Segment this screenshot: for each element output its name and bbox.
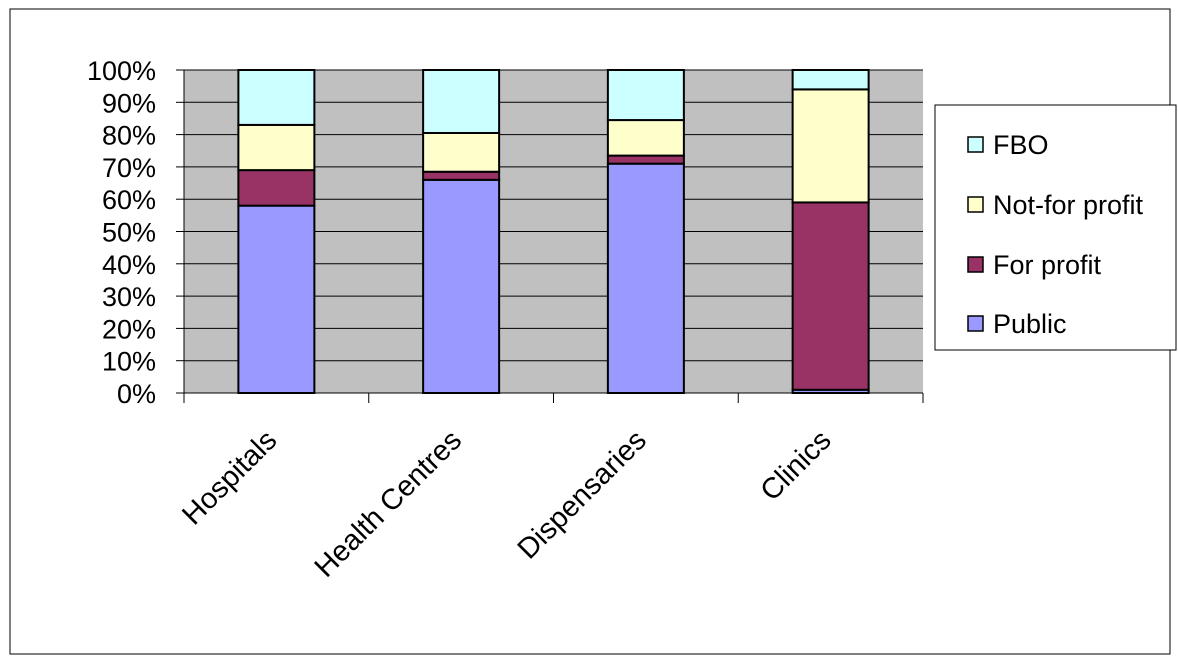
y-tick-label: 0% [117, 379, 156, 409]
y-tick-label: 70% [102, 153, 156, 183]
bar-segment-health-centres-public [422, 178, 501, 394]
y-tick-label: 90% [102, 88, 156, 118]
bar-segment-dispensaries-not-for-profit [606, 119, 685, 157]
bar-segment-dispensaries-public [606, 162, 685, 394]
bar-segment-hospitals-not-for-profit [237, 123, 316, 172]
bar-segment-health-centres-fbo [422, 69, 501, 134]
legend-swatch-public [967, 315, 984, 332]
y-tick-label: 80% [102, 121, 156, 151]
y-tick-label: 40% [102, 250, 156, 280]
bar-segment-health-centres-for-profit [422, 170, 501, 181]
legend-label-for-profit: For profit [993, 250, 1102, 280]
bar-segment-dispensaries-fbo [606, 69, 685, 122]
y-tick-label: 100% [87, 56, 156, 86]
y-tick-label: 30% [102, 282, 156, 312]
bar-segment-clinics-not-for-profit [791, 88, 870, 204]
legend-swatch-for-profit [967, 256, 984, 273]
y-tick-labels: 0%10%20%30%40%50%60%70%80%90%100% [87, 56, 156, 409]
legend-swatch-fbo [967, 136, 984, 153]
bar-segment-hospitals-public [237, 204, 316, 394]
legend-label-not-for-profit: Not-for profit [993, 190, 1144, 220]
bar-segment-clinics-for-profit [791, 201, 870, 391]
legend-label-fbo: FBO [993, 130, 1049, 160]
bar-segment-hospitals-fbo [237, 69, 316, 126]
legend: FBO Not-for profit For profit Public [934, 104, 1177, 351]
y-tick-label: 20% [102, 314, 156, 344]
bar-segment-clinics-fbo [791, 69, 870, 91]
bar-segment-health-centres-not-for-profit [422, 131, 501, 173]
y-tick-label: 60% [102, 185, 156, 215]
axes [176, 69, 924, 403]
legend-label-public: Public [993, 309, 1067, 339]
bar-segment-dispensaries-for-profit [606, 154, 685, 165]
legend-swatch-not-for-profit [967, 196, 984, 213]
y-tick-label: 10% [102, 347, 156, 377]
y-tick-label: 50% [102, 218, 156, 248]
bar-segment-hospitals-for-profit [237, 169, 316, 207]
